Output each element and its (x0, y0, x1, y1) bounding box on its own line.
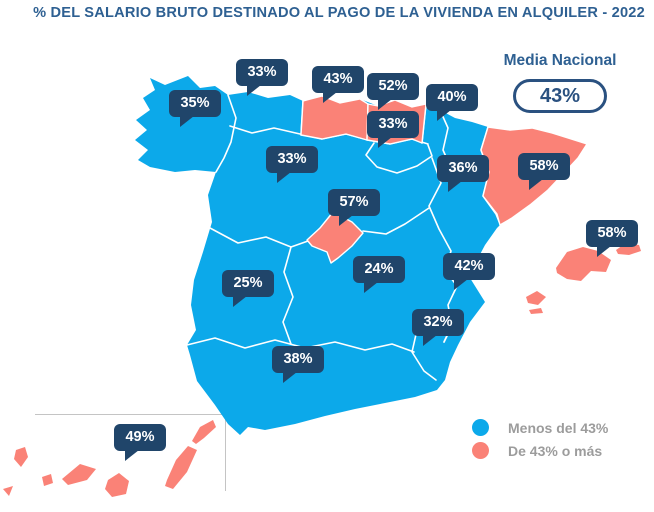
canary-islands (3, 420, 216, 497)
value-bubble-canarias: 49% (114, 424, 166, 461)
legend-dot-below-icon (472, 419, 489, 436)
chart-title: % DEL SALARIO BRUTO DESTINADO AL PAGO DE… (33, 5, 645, 21)
value-bubble-pais-vasco: 52% (367, 73, 419, 110)
value-bubble-extremadura: 25% (222, 270, 274, 307)
legend-dot-above-icon (472, 442, 489, 459)
value-bubble-aragon: 36% (437, 155, 489, 192)
value-bubble-navarra: 40% (426, 84, 478, 121)
legend-item-below: Menos del 43% (472, 419, 608, 436)
lanzarote-island-shape (192, 420, 216, 444)
ibiza-island-shape (526, 291, 546, 305)
canary-islands-inset-frame (35, 414, 226, 491)
value-bubble-cantabria: 43% (312, 66, 364, 103)
value-bubble-castilla-la-mancha: 24% (353, 256, 405, 293)
national-average-block: Media Nacional 43% (494, 52, 626, 113)
value-bubble-murcia: 32% (412, 309, 464, 346)
value-bubble-andalucia: 38% (272, 346, 324, 383)
legend-item-above: De 43% o más (472, 442, 608, 459)
value-bubble-valencia: 42% (443, 253, 495, 290)
value-bubble-madrid: 57% (328, 189, 380, 226)
national-average-pill: 43% (513, 79, 607, 113)
value-bubble-cataluna: 58% (518, 153, 570, 190)
el-hierro-island-shape (3, 486, 13, 496)
legend-label-below: Menos del 43% (508, 419, 609, 436)
balearic-islands (526, 243, 641, 314)
legend: Menos del 43% De 43% o más (472, 419, 608, 465)
gran-canaria-island-shape (105, 473, 129, 497)
formentera-island-shape (529, 308, 543, 314)
fuerteventura-island-shape (165, 446, 197, 489)
tenerife-island-shape (62, 464, 96, 485)
national-average-value: 43% (539, 84, 581, 107)
la-palma-island-shape (14, 447, 28, 467)
value-bubble-galicia: 35% (169, 90, 221, 127)
value-bubble-castilla-y-leon: 33% (266, 146, 318, 183)
value-bubble-asturias: 33% (236, 59, 288, 96)
national-average-label: Media Nacional (503, 52, 617, 69)
legend-label-above: De 43% o más (508, 442, 603, 459)
la-gomera-island-shape (42, 474, 53, 486)
value-bubble-baleares: 58% (586, 220, 638, 257)
value-bubble-la-rioja: 33% (367, 111, 419, 148)
